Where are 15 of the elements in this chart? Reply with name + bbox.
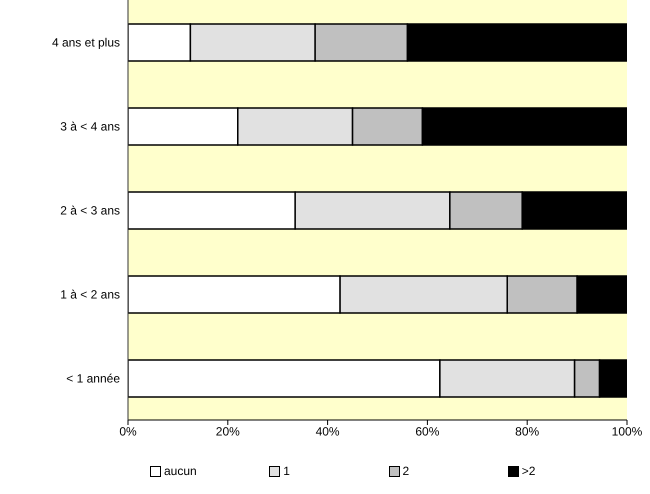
x-tick-label: 0% (119, 424, 137, 439)
y-tick-label: 1 à < 2 ans (60, 287, 120, 302)
x-tick-label: 60% (415, 424, 440, 439)
x-tick-label: 40% (316, 424, 340, 439)
x-tick-label: 20% (216, 424, 240, 439)
legend-label: 1 (283, 464, 290, 478)
y-tick-label: 4 ans et plus (52, 35, 120, 50)
y-tick-label: < 1 année (66, 371, 120, 386)
y-tick-label: 2 à < 3 ans (60, 203, 120, 218)
y-tick-label: 3 à < 4 ans (60, 119, 120, 134)
x-tick-label: 80% (515, 424, 540, 439)
legend-label: >2 (522, 464, 536, 478)
legend-label: aucun (164, 464, 197, 478)
x-tick-label: 100% (612, 424, 643, 439)
legend-label: 2 (402, 464, 410, 478)
